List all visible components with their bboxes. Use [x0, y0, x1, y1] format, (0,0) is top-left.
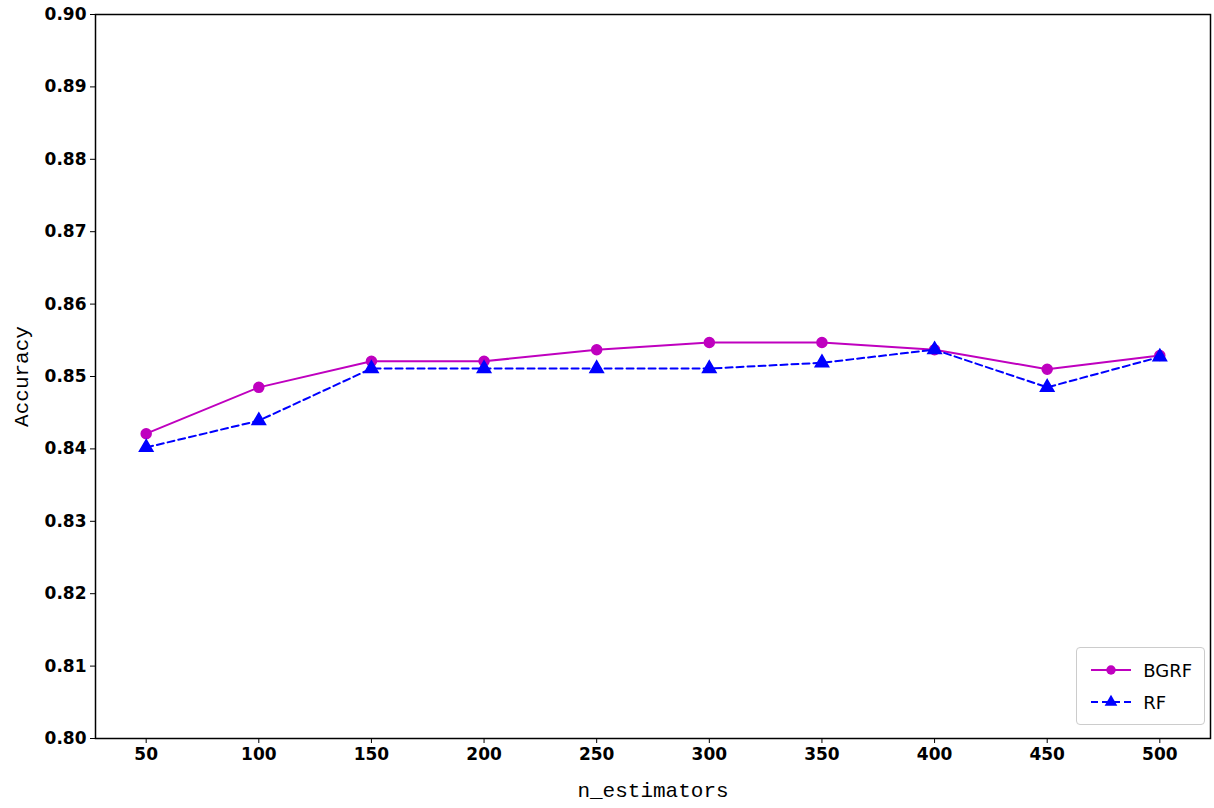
svg-text:0.88: 0.88: [45, 149, 87, 169]
svg-text:100: 100: [241, 744, 277, 764]
svg-text:400: 400: [917, 744, 953, 764]
svg-text:450: 450: [1029, 744, 1065, 764]
html-text:RF: RF: [1143, 691, 1166, 713]
svg-text:50: 50: [134, 744, 158, 764]
svg-text:0.87: 0.87: [45, 221, 87, 241]
svg-text:200: 200: [466, 744, 502, 764]
svg-text:0.89: 0.89: [45, 76, 87, 96]
svg-text:500: 500: [1142, 744, 1178, 764]
svg-text:0.85: 0.85: [45, 366, 87, 386]
svg-text:0.80: 0.80: [45, 728, 87, 748]
svg-text:n_estimators: n_estimators: [577, 780, 728, 803]
svg-text:0.84: 0.84: [45, 438, 87, 458]
svg-text:250: 250: [579, 744, 615, 764]
svg-text:0.90: 0.90: [45, 4, 87, 24]
svg-text:300: 300: [692, 744, 728, 764]
svg-text:350: 350: [804, 744, 840, 764]
html-text:BGRF: BGRF: [1143, 659, 1192, 681]
svg-text:0.83: 0.83: [45, 511, 87, 531]
svg-text:150: 150: [354, 744, 390, 764]
svg-text:0.82: 0.82: [45, 583, 87, 603]
svg-text:0.86: 0.86: [45, 294, 87, 314]
svg-text:0.81: 0.81: [45, 656, 87, 676]
svg-text:Accuracy: Accuracy: [11, 326, 34, 427]
